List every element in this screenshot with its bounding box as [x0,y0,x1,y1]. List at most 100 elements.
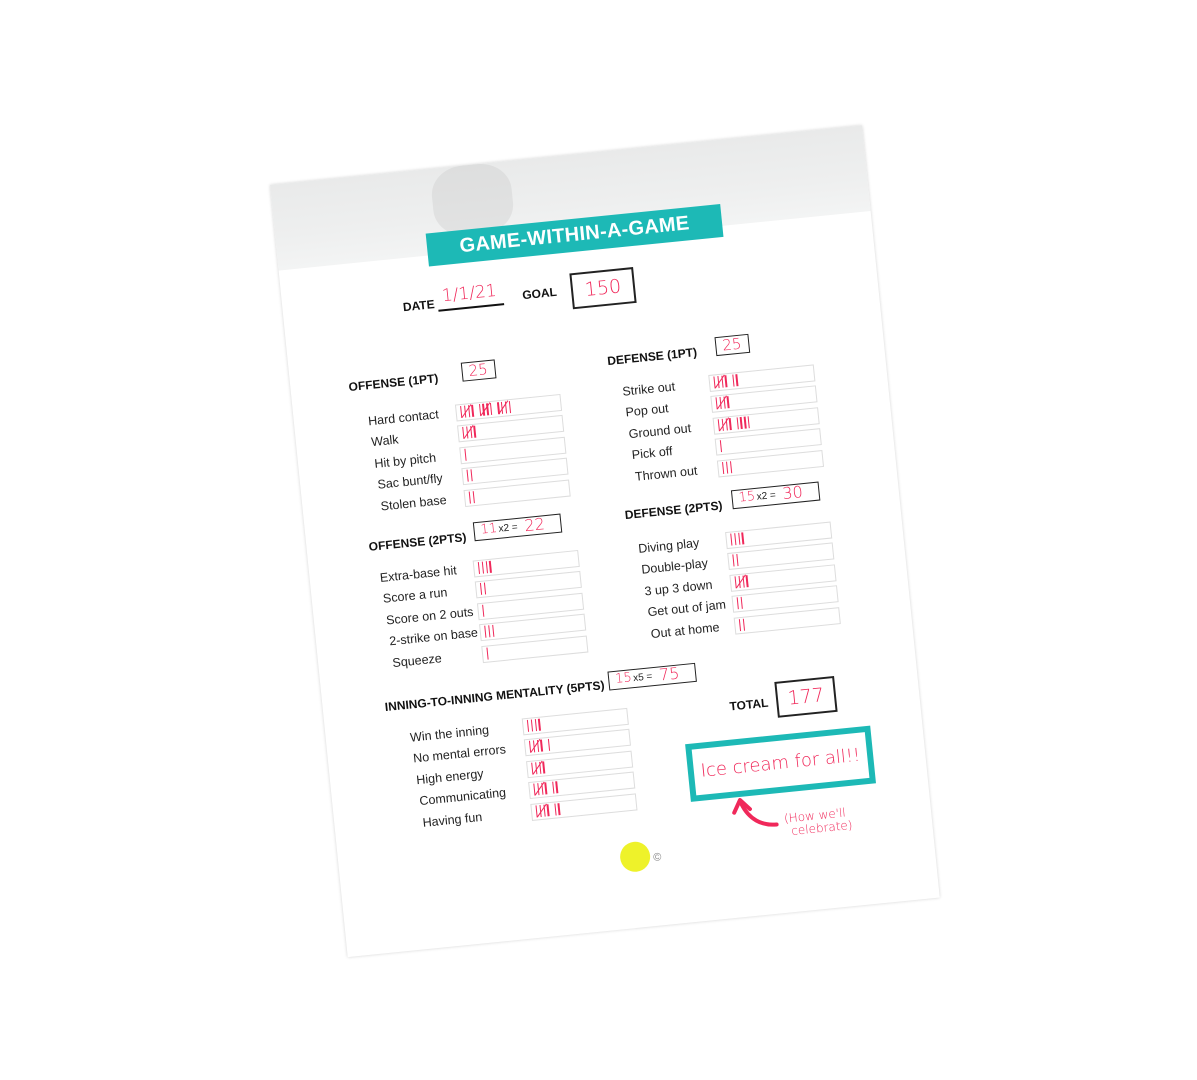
defense2-multiplier: x2 = [756,489,777,503]
tally-marks [529,739,551,754]
offense1-item-label: Sac bunt/fly [376,471,444,492]
defense2-item-label: 3 up 3 down [643,577,714,599]
tally-marks [738,618,746,631]
offense2-item-label: 2-strike on base [388,625,479,649]
goal-box: 150 [569,267,637,310]
defense1-item-label: Pop out [624,401,670,420]
goal-label: GOAL [521,284,558,303]
defense1-header: DEFENSE (1PT) [606,345,698,369]
tally-marks [535,802,561,818]
mentality-header: INNING-TO-INNING MENTALITY (5PTS) [384,678,606,715]
offense2-total: 22 [523,514,546,536]
logo [618,840,652,874]
tally-group [462,425,477,440]
tally-group [730,532,745,546]
mentality-score-box: 15 x5 = 75 [607,662,697,691]
reward-text: Ice cream for all!! [699,744,862,782]
defense2-item-label: Out at home [650,619,721,641]
tally-group [713,374,728,389]
goal-value: 150 [583,275,623,301]
tally-group [486,647,489,660]
tally-marks [531,760,546,775]
offense1-item-label: Hit by pitch [373,450,437,471]
tally-group [526,718,541,732]
defense2-item-label: Get out of jam [647,597,727,620]
offense2-item-label: Score a run [382,585,449,607]
scoresheet-page: GAME-WITHIN-A-GAME DATE 1/1/21 GOAL 150 … [270,125,940,958]
defense2-score-box: 15 x2 = 30 [730,481,821,510]
reward-caption: (How we'll celebrate) [783,806,853,839]
tally-group [554,802,561,816]
mentality-item-label: Having fun [421,809,483,830]
tally-group [529,739,543,754]
tally-group [551,781,559,794]
tally-group [533,781,548,796]
offense1-total: 25 [467,360,489,380]
tally-group [479,582,487,596]
tally-group [460,404,474,419]
tally-group [477,560,492,575]
total-value: 177 [786,684,826,710]
tally-group [732,374,739,387]
tally-marks [479,582,487,596]
mentality-item-label: Communicating [418,785,507,809]
tally-group [497,400,512,415]
tally-marks [466,469,473,482]
mentality-item-label: No mental errors [412,742,507,766]
total-label: TOTAL [728,695,769,714]
defense2-item-label: Double-play [640,556,709,578]
tally-group [719,440,723,453]
date-label: DATE [402,297,436,315]
mentality-item-label: Win the inning [409,722,490,745]
offense2-item-label: Extra-base hit [379,563,458,585]
tally-marks [713,374,739,389]
offense1-item-label: Stolen base [380,492,448,514]
mentality-multiplier: x5 = [632,671,653,685]
defense2-count: 15 [737,488,756,506]
arrow-icon [732,798,779,827]
defense1-total: 25 [721,334,743,355]
offense1-total-box: 25 [460,359,497,382]
tally-group [715,395,730,410]
tally-marks [734,574,749,589]
offense1-header: OFFENSE (1PT) [347,371,439,395]
tally-group [721,460,733,474]
tally-group [717,417,732,432]
tally-group [478,402,493,417]
offense2-item-label: Squeeze [391,650,443,670]
offense2-score-box: 11 x2 = 22 [472,513,563,542]
tally-group [466,469,473,482]
tally-group [464,448,467,461]
reward-box: Ice cream for all!! [685,725,876,802]
offense1-item-label: Hard contact [367,407,440,429]
tally-group [736,596,743,610]
tally-marks [468,490,475,504]
tally-marks [715,395,730,411]
tally-group [535,803,550,818]
defense2-item-label: Diving play [637,535,700,556]
tally-group [547,739,551,752]
tally-marks [462,425,477,440]
tally-group [482,604,485,617]
tally-marks [484,625,495,639]
offense2-count: 11 [479,521,498,538]
defense1-item-label: Thrown out [634,463,698,484]
tally-marks [460,400,512,419]
tally-marks [721,460,733,475]
tally-marks [486,647,489,660]
tally-group [531,760,546,775]
copyright-symbol: © [652,851,663,864]
date-value: 1/1/21 [441,280,498,307]
tally-group [732,554,739,567]
mentality-total: 75 [658,663,681,685]
defense1-item-label: Strike out [621,379,676,399]
tally-marks [732,554,739,567]
tally-marks [717,415,751,432]
defense1-item-label: Ground out [628,420,692,442]
offense1-item-label: Walk [370,432,400,450]
defense1-item-label: Pick off [631,444,674,463]
total-box: 177 [774,675,838,718]
tally-marks [526,718,541,733]
tally-group [738,618,746,631]
tally-group [468,490,475,504]
